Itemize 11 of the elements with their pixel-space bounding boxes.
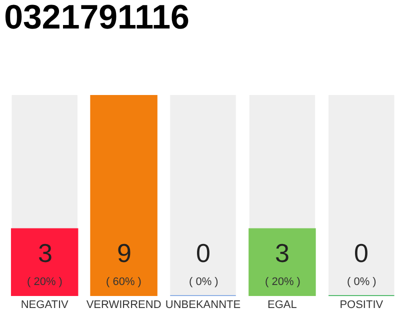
data-label: 3 ( 20% ) <box>265 238 300 288</box>
data-label: 0 ( 0% ) <box>189 238 218 288</box>
x-tick-label: UNBEKANNTE <box>165 299 241 311</box>
data-label: 0 ( 0% ) <box>347 238 376 288</box>
data-label: 3 ( 20% ) <box>27 238 62 288</box>
data-label: 9 ( 60% ) <box>106 238 142 288</box>
x-tick-label: NEGATIV <box>20 299 69 311</box>
x-tick-label: POSITIV <box>340 299 384 311</box>
chart-title: 0321791116 <box>4 0 190 37</box>
x-tick-label: VERWIRREND <box>86 299 162 311</box>
x-tick-label: EGAL <box>268 299 297 311</box>
